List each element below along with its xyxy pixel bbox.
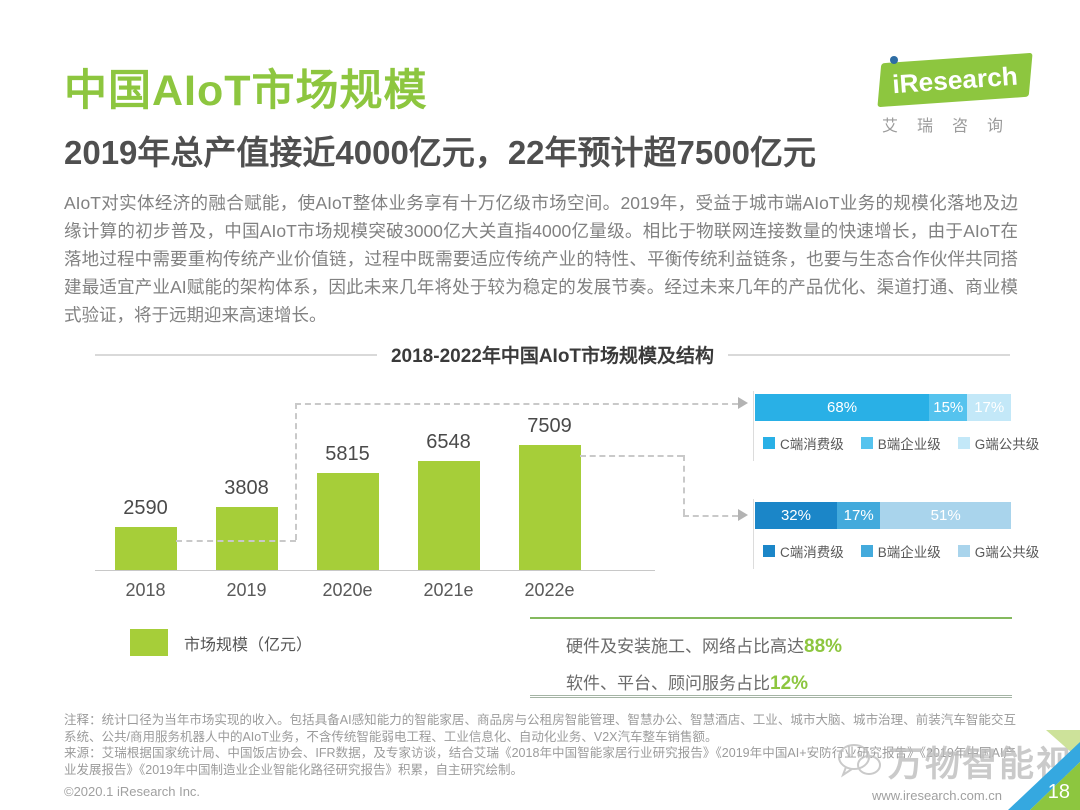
x-axis-label: 2022e (524, 580, 575, 600)
legend-swatch (860, 437, 873, 449)
corner-triangles-icon (1008, 730, 1080, 810)
intro-paragraph: AIoT对实体经济的融合赋能，使AIoT整体业务享有十万亿级市场空间。2019年… (64, 193, 1018, 325)
stacked-segment: 17% (967, 394, 1011, 421)
source-note: 来源：艾瑞根据国家统计局、中国饭店协会、IFR数据，及专家访谈，结合艾瑞《201… (64, 746, 1016, 777)
footnotes: 注释：统计口径为当年市场实现的收入。包括具备AI感知能力的智能家居、商品房与公租… (64, 712, 1016, 778)
connector-2022-horizontal (683, 515, 738, 517)
page-number: 18 (1047, 781, 1070, 803)
bar-value-label: 6548 (426, 431, 471, 453)
title-rule-left (95, 353, 377, 356)
stacked-segment: 32% (755, 502, 837, 529)
callout-box: 硬件及安装施工、网络占比高达88% 软件、平台、顾问服务占比12% (530, 617, 1012, 698)
legend-entry-label: G端公共级 (974, 545, 1040, 560)
connector-2022-vertical (683, 455, 685, 515)
legend-swatch-green (130, 629, 168, 656)
callout-line-2: 软件、平台、顾问服务占比12% (566, 669, 1012, 695)
footer-copyright: ©2020.1 iResearch Inc. (64, 784, 201, 799)
stacked-axis-tick (753, 391, 754, 461)
connector-2018-vertical (295, 403, 297, 540)
bar-group: 3808 (196, 388, 297, 570)
bar-value-label: 3808 (224, 477, 269, 499)
annotation-note: 注释：统计口径为当年市场实现的收入。包括具备AI感知能力的智能家居、商品房与公租… (64, 713, 1016, 744)
stacked-legend-item: B端企业级 (860, 433, 941, 453)
stacked-segment: 17% (836, 502, 881, 529)
stacked-segment: 15% (929, 394, 968, 421)
stacked-axis-tick (753, 499, 754, 569)
legend-swatch (763, 545, 775, 557)
stacked-legend-item: G端公共级 (957, 541, 1040, 561)
stacked-legend-item: C端消费级 (763, 433, 844, 453)
connector-2018-horizontal (295, 403, 738, 405)
stacked-bar-2018: 68% 15% 17% (755, 394, 1011, 421)
stacked-segment: 51% (880, 502, 1011, 529)
bar-group: 7509 (499, 388, 600, 570)
callout-text-1: 硬件及安装施工、网络占比高达 (566, 637, 804, 656)
bar-value-label: 2590 (123, 497, 168, 519)
market-size-legend: 市场规模（亿元） (130, 629, 312, 656)
title-rule-right (728, 353, 1011, 356)
x-axis-label: 2019 (226, 580, 267, 600)
connector-2022-stub (580, 455, 683, 457)
legend-swatch (957, 437, 970, 449)
connector-arrow-icon (738, 509, 748, 521)
stacked-bar-2022e: 32% 17% 51% (755, 502, 1011, 529)
legend-entry-label: B端企业级 (877, 545, 941, 560)
bar-group: 5815 (297, 388, 398, 570)
page-title: 中国AIoT市场规模 (64, 67, 428, 115)
x-axis-line (95, 570, 655, 571)
callout-value-2: 12% (770, 673, 809, 694)
chart-title-row: 2018-2022年中国AIoT市场规模及结构 (95, 341, 1011, 368)
logo-brand-text: iResearch (891, 60, 1019, 99)
bar (518, 445, 581, 570)
bar-value-label: 5815 (325, 443, 370, 465)
bar (114, 527, 177, 570)
bar-chart-xaxis: 2018 2019 2020e 2021e 2022e (95, 580, 600, 601)
stacked-legend-item: B端企业级 (860, 541, 941, 561)
callout-value-1: 88% (804, 636, 843, 657)
stacked-legend-item: C端消费级 (763, 541, 844, 561)
legend-entry-label: G端公共级 (974, 437, 1040, 452)
iresearch-logo: iResearch 艾瑞咨询 (866, 52, 1036, 135)
logo-tagline: 艾瑞咨询 (882, 118, 1023, 135)
stacked-legend-item: G端公共级 (957, 433, 1040, 453)
stacked-legend-2022e: C端消费级 B端企业级 G端公共级 (763, 541, 1039, 561)
legend-entry-label: B端企业级 (877, 437, 941, 452)
bar-group: 6548 (398, 388, 499, 570)
logo-shape: iResearch (877, 52, 1033, 108)
stacked-segment: 68% (755, 394, 930, 421)
legend-swatch (860, 545, 873, 557)
callout-line-1: 硬件及安装施工、网络占比高达88% (566, 632, 1012, 658)
legend-entry-label: C端消费级 (780, 437, 844, 452)
x-axis-label: 2020e (322, 580, 373, 600)
chart-title: 2018-2022年中国AIoT市场规模及结构 (390, 346, 715, 367)
legend-swatch (763, 437, 775, 449)
legend-swatch (957, 545, 970, 557)
legend-entry-label: C端消费级 (780, 545, 844, 560)
logo-i-dot-icon (890, 56, 898, 64)
bar-value-label: 7509 (527, 415, 572, 437)
x-axis-label: 2018 (125, 580, 166, 600)
footer-website: www.iresearch.com.cn (871, 788, 1002, 803)
page-subtitle: 2019年总产值接近4000亿元，22年预计超7500亿元 (64, 134, 816, 171)
x-axis-label: 2021e (423, 580, 474, 600)
connector-arrow-icon (738, 397, 748, 409)
legend-label: 市场规模（亿元） (184, 636, 313, 654)
bar (417, 461, 480, 570)
bar-chart-bars: 2590 3808 5815 6548 7509 (95, 388, 600, 570)
corner-decoration: 18 (1000, 730, 1080, 810)
bar (316, 473, 379, 570)
callout-text-2: 软件、平台、顾问服务占比 (566, 674, 770, 693)
bar-group: 2590 (95, 388, 196, 570)
connector-2018-stub (176, 540, 296, 542)
bar (215, 507, 278, 570)
stacked-legend-2018: C端消费级 B端企业级 G端公共级 (763, 433, 1039, 453)
